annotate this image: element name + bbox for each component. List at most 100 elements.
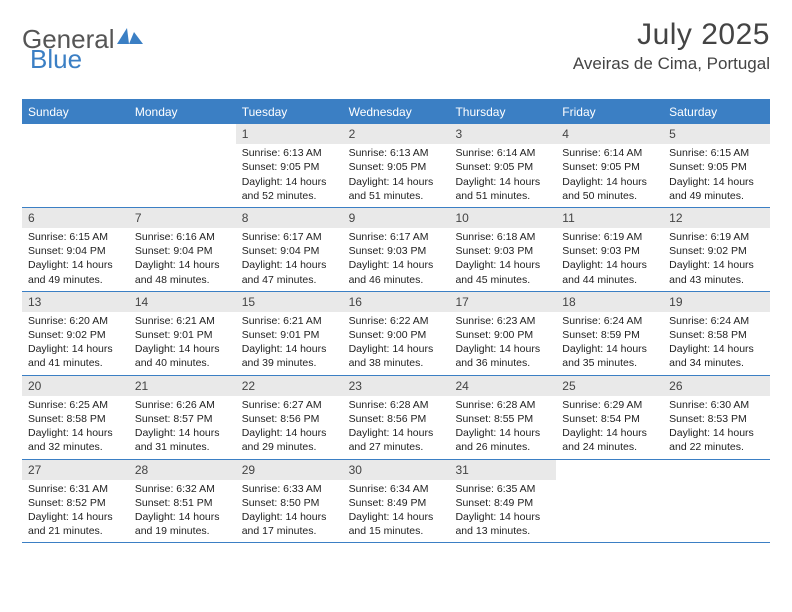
day-cell: 11Sunrise: 6:19 AMSunset: 9:03 PMDayligh… [556,208,663,291]
day-body: Sunrise: 6:15 AMSunset: 9:05 PMDaylight:… [663,144,770,207]
calendar-page: General July 2025 Aveiras de Cima, Portu… [0,0,792,553]
location-label: Aveiras de Cima, Portugal [573,54,770,74]
day-body [556,478,663,484]
day-number: 26 [663,376,770,396]
day-number: 29 [236,460,343,480]
day-cell: 31Sunrise: 6:35 AMSunset: 8:49 PMDayligh… [449,460,556,543]
day-number: 1 [236,124,343,144]
day-info-line: Daylight: 14 hours [455,510,550,524]
day-info-line: Sunrise: 6:33 AM [242,482,337,496]
day-body: Sunrise: 6:28 AMSunset: 8:56 PMDaylight:… [343,396,450,459]
day-info-line: Sunrise: 6:14 AM [562,146,657,160]
day-info-line: Daylight: 14 hours [669,342,764,356]
day-info-line: Daylight: 14 hours [669,426,764,440]
day-info-line: Daylight: 14 hours [562,175,657,189]
day-info-line: Daylight: 14 hours [562,342,657,356]
day-info-line: and 44 minutes. [562,273,657,287]
day-cell: 5Sunrise: 6:15 AMSunset: 9:05 PMDaylight… [663,124,770,207]
day-cell: 15Sunrise: 6:21 AMSunset: 9:01 PMDayligh… [236,292,343,375]
week-row: 27Sunrise: 6:31 AMSunset: 8:52 PMDayligh… [22,460,770,544]
day-info-line: Daylight: 14 hours [562,426,657,440]
day-info-line: and 43 minutes. [669,273,764,287]
day-body: Sunrise: 6:13 AMSunset: 9:05 PMDaylight:… [236,144,343,207]
day-info-line: Sunrise: 6:23 AM [455,314,550,328]
day-body: Sunrise: 6:13 AMSunset: 9:05 PMDaylight:… [343,144,450,207]
weeks-container: 1Sunrise: 6:13 AMSunset: 9:05 PMDaylight… [22,124,770,543]
day-cell: 25Sunrise: 6:29 AMSunset: 8:54 PMDayligh… [556,376,663,459]
day-cell: 28Sunrise: 6:32 AMSunset: 8:51 PMDayligh… [129,460,236,543]
day-info-line: Daylight: 14 hours [349,426,444,440]
day-cell [556,460,663,543]
day-info-line: and 38 minutes. [349,356,444,370]
day-info-line: and 21 minutes. [28,524,123,538]
day-number [129,124,236,142]
day-body: Sunrise: 6:17 AMSunset: 9:03 PMDaylight:… [343,228,450,291]
day-info-line: Daylight: 14 hours [349,258,444,272]
day-info-line: and 15 minutes. [349,524,444,538]
day-info-line: Sunset: 9:03 PM [455,244,550,258]
day-info-line: Sunset: 8:56 PM [349,412,444,426]
day-info-line: and 48 minutes. [135,273,230,287]
day-info-line: Sunset: 8:49 PM [349,496,444,510]
day-body [663,478,770,484]
weekday-header: Wednesday [343,101,450,124]
day-info-line: Sunset: 8:52 PM [28,496,123,510]
day-body: Sunrise: 6:23 AMSunset: 9:00 PMDaylight:… [449,312,556,375]
day-info-line: and 39 minutes. [242,356,337,370]
day-info-line: Sunset: 8:58 PM [28,412,123,426]
day-info-line: Sunset: 9:02 PM [28,328,123,342]
day-body: Sunrise: 6:26 AMSunset: 8:57 PMDaylight:… [129,396,236,459]
day-cell: 22Sunrise: 6:27 AMSunset: 8:56 PMDayligh… [236,376,343,459]
day-info-line: and 24 minutes. [562,440,657,454]
day-info-line: Sunrise: 6:30 AM [669,398,764,412]
day-body: Sunrise: 6:31 AMSunset: 8:52 PMDaylight:… [22,480,129,543]
day-number: 17 [449,292,556,312]
day-cell [129,124,236,207]
day-info-line: Sunrise: 6:24 AM [669,314,764,328]
day-cell: 20Sunrise: 6:25 AMSunset: 8:58 PMDayligh… [22,376,129,459]
day-info-line: Sunset: 9:03 PM [349,244,444,258]
day-number [663,460,770,478]
day-cell: 24Sunrise: 6:28 AMSunset: 8:55 PMDayligh… [449,376,556,459]
day-info-line: Sunset: 8:55 PM [455,412,550,426]
day-info-line: Daylight: 14 hours [28,510,123,524]
day-info-line: Sunset: 9:00 PM [455,328,550,342]
day-cell: 1Sunrise: 6:13 AMSunset: 9:05 PMDaylight… [236,124,343,207]
day-cell: 14Sunrise: 6:21 AMSunset: 9:01 PMDayligh… [129,292,236,375]
day-info-line: Sunrise: 6:24 AM [562,314,657,328]
day-info-line: and 51 minutes. [349,189,444,203]
day-info-line: Sunrise: 6:17 AM [242,230,337,244]
day-body [22,142,129,148]
day-info-line: and 22 minutes. [669,440,764,454]
day-info-line: Sunrise: 6:21 AM [242,314,337,328]
day-number: 16 [343,292,450,312]
day-info-line: Sunset: 8:50 PM [242,496,337,510]
day-body: Sunrise: 6:20 AMSunset: 9:02 PMDaylight:… [22,312,129,375]
day-number: 19 [663,292,770,312]
day-info-line: Sunset: 9:05 PM [349,160,444,174]
day-cell: 30Sunrise: 6:34 AMSunset: 8:49 PMDayligh… [343,460,450,543]
day-number: 15 [236,292,343,312]
day-info-line: Sunrise: 6:20 AM [28,314,123,328]
day-info-line: Sunset: 9:05 PM [455,160,550,174]
day-info-line: Sunrise: 6:34 AM [349,482,444,496]
day-info-line: and 31 minutes. [135,440,230,454]
day-cell: 16Sunrise: 6:22 AMSunset: 9:00 PMDayligh… [343,292,450,375]
day-info-line: Sunset: 8:53 PM [669,412,764,426]
day-body: Sunrise: 6:35 AMSunset: 8:49 PMDaylight:… [449,480,556,543]
day-cell: 7Sunrise: 6:16 AMSunset: 9:04 PMDaylight… [129,208,236,291]
day-number: 10 [449,208,556,228]
day-cell: 6Sunrise: 6:15 AMSunset: 9:04 PMDaylight… [22,208,129,291]
day-info-line: Sunrise: 6:15 AM [28,230,123,244]
day-info-line: and 47 minutes. [242,273,337,287]
day-info-line: Sunrise: 6:28 AM [349,398,444,412]
day-info-line: Daylight: 14 hours [28,342,123,356]
day-info-line: Sunrise: 6:27 AM [242,398,337,412]
day-info-line: Daylight: 14 hours [455,175,550,189]
day-number: 3 [449,124,556,144]
day-number: 24 [449,376,556,396]
month-title: July 2025 [573,18,770,52]
day-info-line: Sunrise: 6:19 AM [669,230,764,244]
day-info-line: and 32 minutes. [28,440,123,454]
day-number: 11 [556,208,663,228]
